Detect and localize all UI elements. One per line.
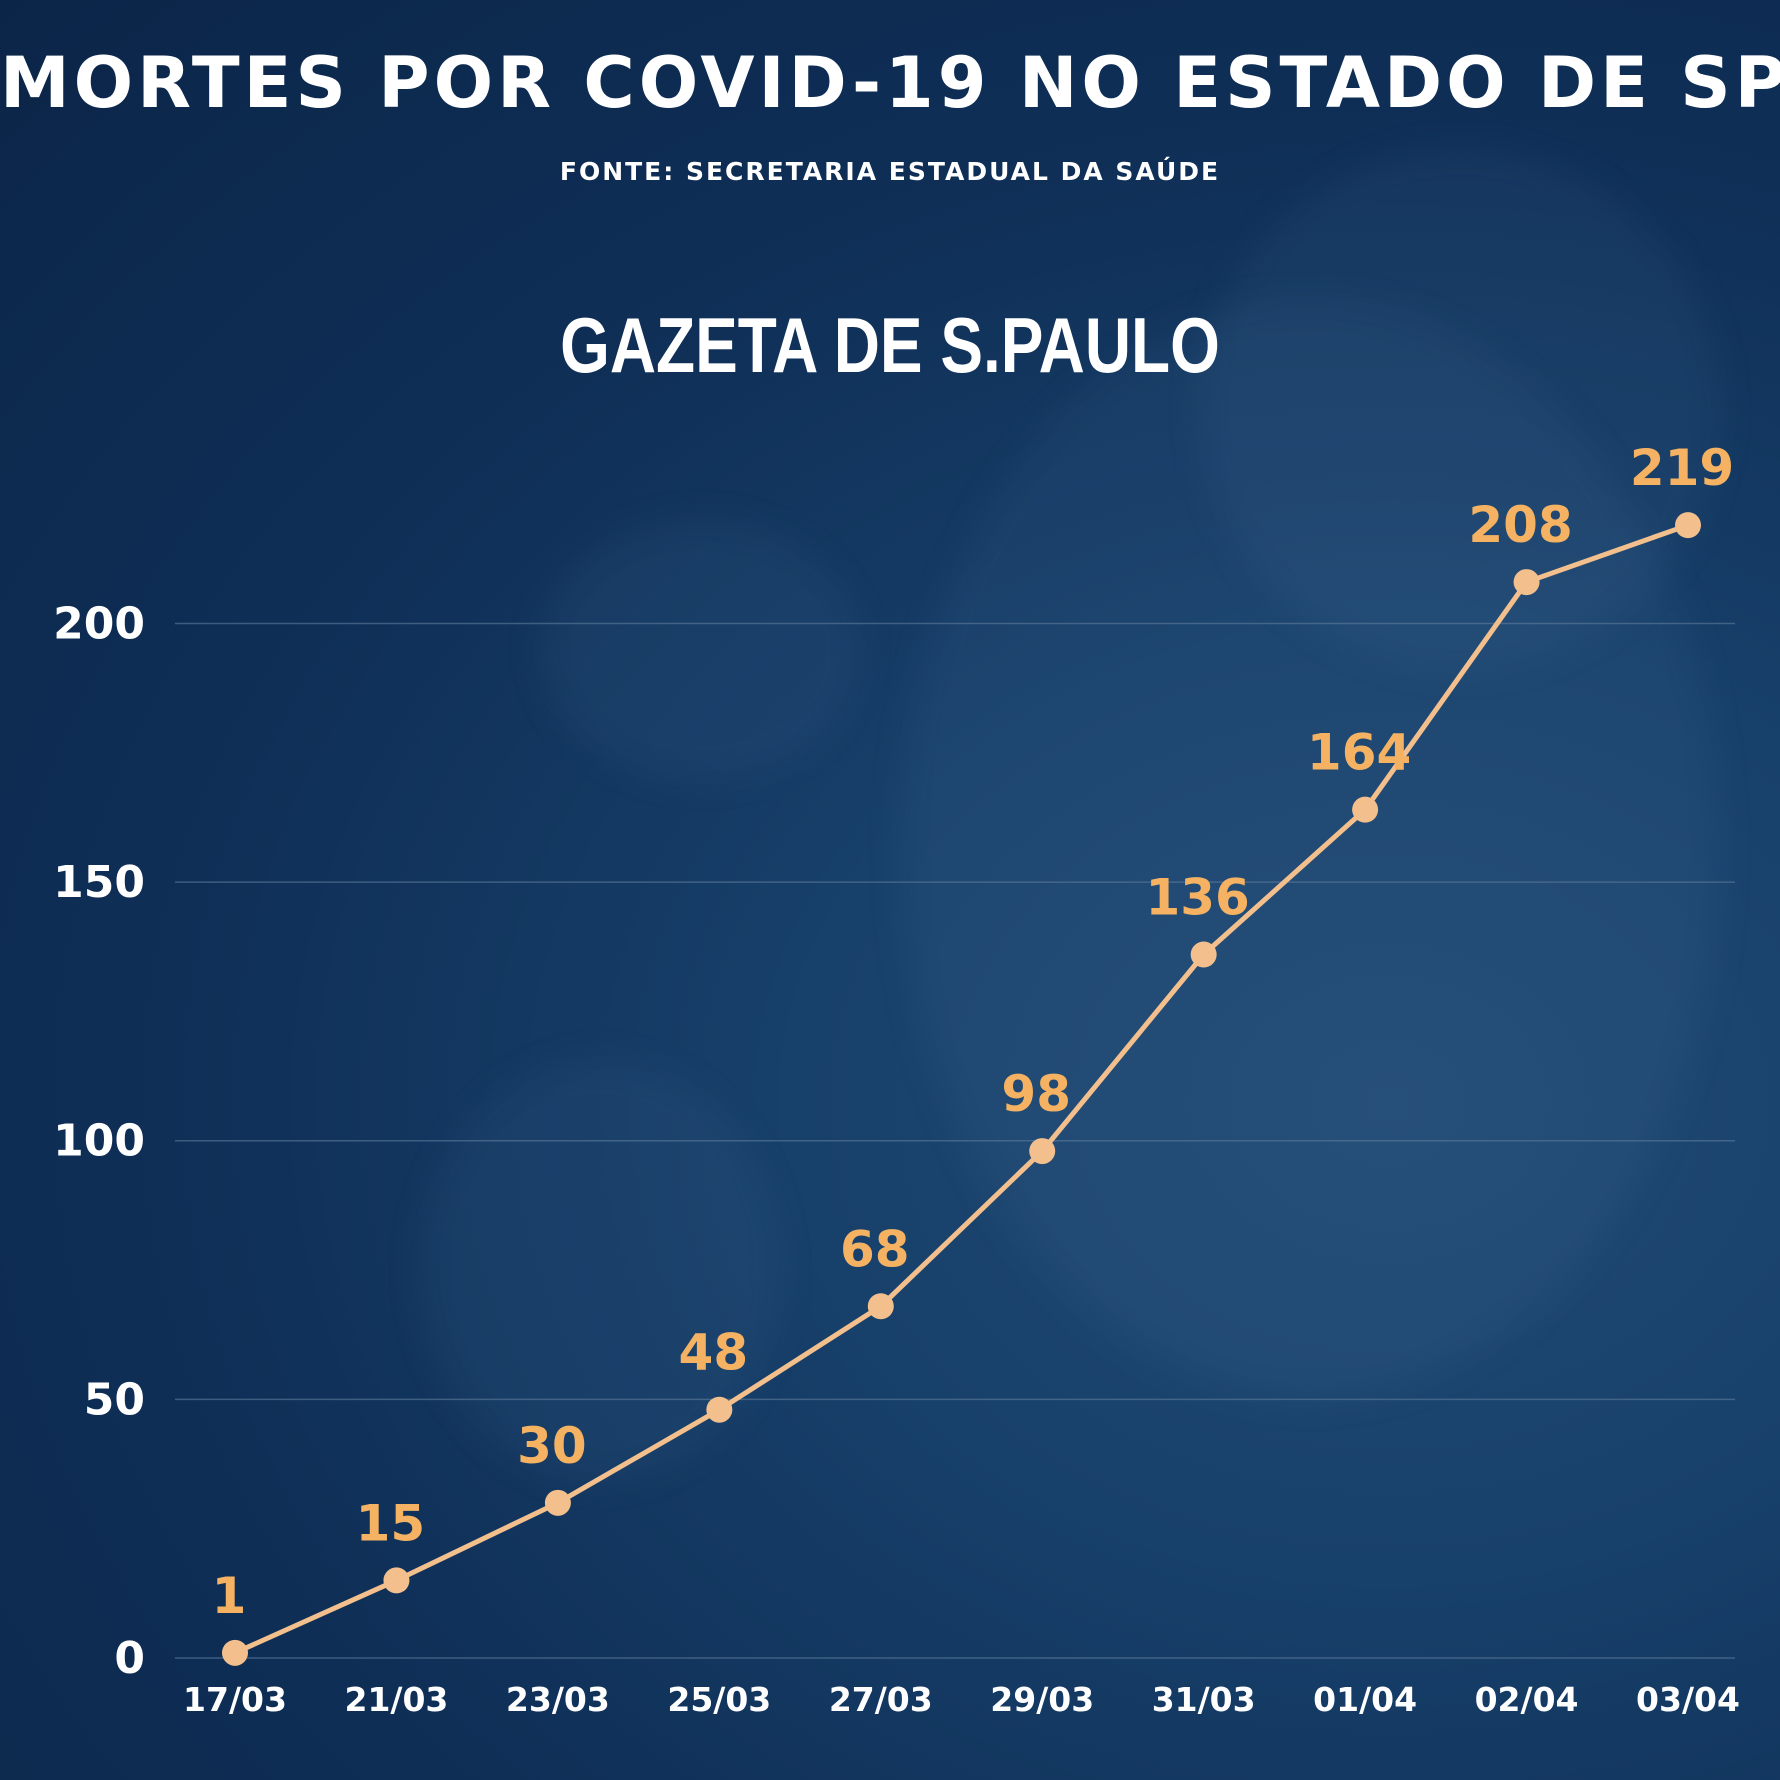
data-label: 48 <box>679 1324 749 1382</box>
data-point <box>1675 512 1701 539</box>
x-tick-label: 23/03 <box>506 1680 610 1719</box>
gridlines <box>175 622 1735 1659</box>
x-tick-label: 03/04 <box>1636 1680 1740 1719</box>
y-tick-label: 50 <box>84 1374 145 1425</box>
axes: 0 50 100 150 200 17/03 21/03 23/03 25/03 27/03 29/… <box>53 598 1740 1719</box>
data-label: 136 <box>1145 869 1249 927</box>
data-point <box>1190 941 1217 968</box>
x-tick-label: 29/03 <box>990 1680 1094 1719</box>
virus-background-spike <box>1200 150 1720 670</box>
y-tick-label: 100 <box>53 1116 145 1167</box>
x-tick-label: 25/03 <box>667 1680 771 1719</box>
y-tick-label: 0 <box>114 1633 145 1684</box>
x-tick-label: 27/03 <box>829 1680 933 1719</box>
data-point <box>222 1639 248 1666</box>
data-labels: 1 15 30 48 68 98 136 164 208 219 <box>212 439 1735 1625</box>
data-point <box>706 1396 733 1423</box>
data-point <box>383 1567 410 1594</box>
chart-title: MORTES POR COVID-19 NO ESTADO DE SP <box>0 42 1780 124</box>
x-tick-label: 02/04 <box>1475 1680 1579 1719</box>
data-point <box>544 1489 571 1516</box>
series-line <box>232 522 1691 1656</box>
data-label: 98 <box>1001 1065 1071 1123</box>
virus-background-shape <box>900 300 1720 1400</box>
y-tick-label: 150 <box>53 857 145 908</box>
x-tick-label: 21/03 <box>344 1680 448 1719</box>
virus-background-spike <box>540 520 860 780</box>
data-point <box>867 1293 894 1320</box>
source-note: FONTE: SECRETARIA ESTADUAL DA SAÚDE <box>559 157 1221 186</box>
y-tick-label: 200 <box>53 598 145 649</box>
data-point <box>1513 569 1540 596</box>
data-label: 68 <box>840 1220 910 1278</box>
series <box>222 512 1701 1666</box>
data-point <box>1029 1138 1056 1165</box>
data-label: 219 <box>1630 439 1734 497</box>
x-tick-label: 17/03 <box>183 1680 287 1719</box>
x-tick-label: 31/03 <box>1152 1680 1256 1719</box>
data-label: 30 <box>517 1417 587 1475</box>
data-label: 208 <box>1468 496 1572 554</box>
brand-logo: GAZETA DE S.PAULO <box>560 301 1220 389</box>
x-tick-label: 01/04 <box>1313 1680 1417 1719</box>
data-label: 15 <box>356 1494 426 1552</box>
data-label: 164 <box>1307 724 1411 782</box>
data-label: 1 <box>212 1567 247 1625</box>
data-point <box>1352 796 1379 823</box>
